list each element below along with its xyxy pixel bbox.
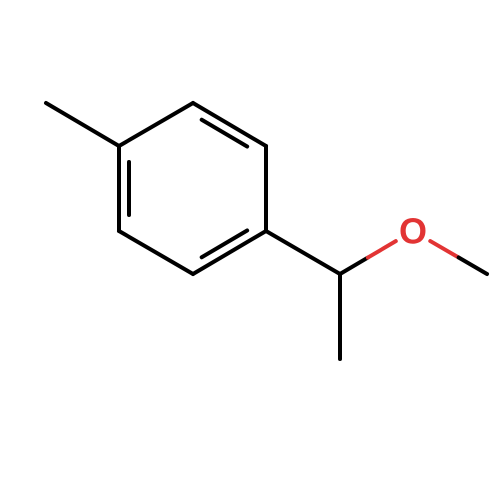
bond-line — [46, 103, 119, 146]
bond-line — [340, 258, 368, 274]
bond-line — [266, 231, 340, 274]
bond-line — [119, 231, 193, 274]
bond-line — [193, 231, 266, 274]
bond-line — [430, 241, 458, 257]
molecule-diagram: O — [0, 0, 500, 500]
bond-line — [368, 241, 396, 257]
bond-line — [193, 103, 266, 146]
atom-label-o: O — [399, 211, 427, 252]
bond-line — [459, 258, 487, 274]
bond-line — [119, 103, 193, 146]
